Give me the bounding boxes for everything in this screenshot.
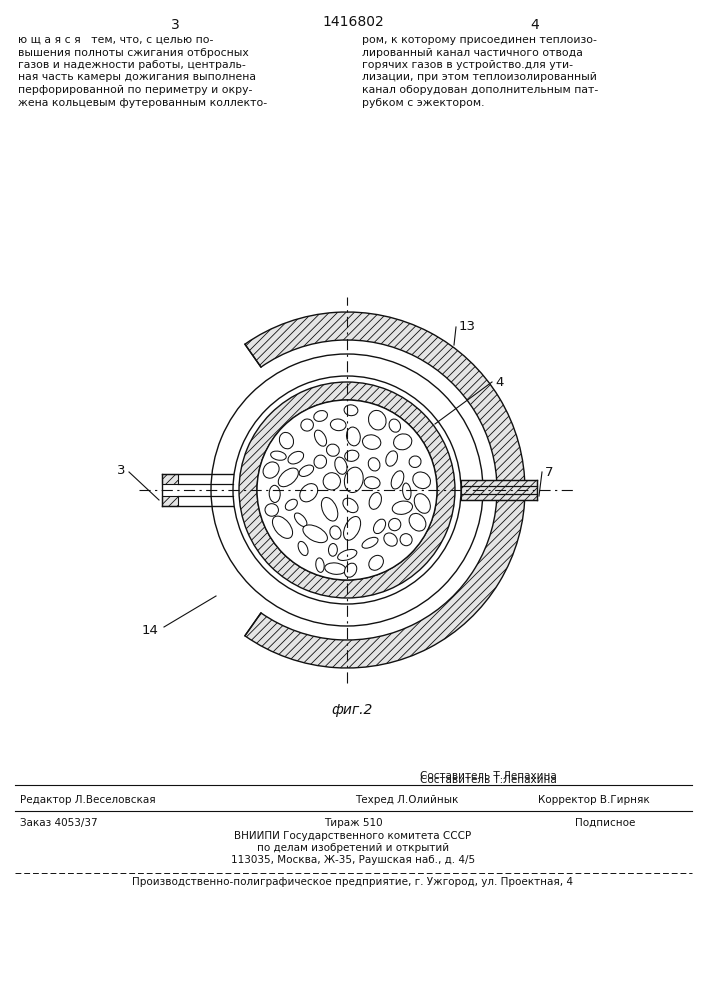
- Ellipse shape: [300, 419, 313, 431]
- Ellipse shape: [389, 419, 401, 432]
- Ellipse shape: [286, 499, 298, 510]
- Text: жена кольцевым футерованным коллекто-: жена кольцевым футерованным коллекто-: [18, 98, 267, 107]
- Circle shape: [257, 400, 437, 580]
- Text: рубком с эжектором.: рубком с эжектором.: [362, 98, 484, 107]
- Text: Производственно-полиграфическое предприятие, г. Ужгород, ул. Проектная, 4: Производственно-полиграфическое предприя…: [132, 877, 573, 887]
- Ellipse shape: [330, 419, 346, 431]
- Ellipse shape: [344, 516, 361, 540]
- Text: 1416802: 1416802: [322, 15, 384, 29]
- Ellipse shape: [335, 457, 347, 474]
- Text: ром, к которому присоединен теплоизо-: ром, к которому присоединен теплоизо-: [362, 35, 597, 45]
- Ellipse shape: [409, 513, 426, 531]
- Ellipse shape: [394, 434, 411, 450]
- Text: Составитель Т.Лепахина: Составитель Т.Лепахина: [420, 775, 556, 785]
- Ellipse shape: [368, 458, 380, 471]
- Text: газов и надежности работы, централь-: газов и надежности работы, централь-: [18, 60, 246, 70]
- Ellipse shape: [272, 516, 293, 538]
- Ellipse shape: [330, 526, 341, 539]
- Ellipse shape: [314, 411, 327, 421]
- Bar: [461, 480, 537, 500]
- Bar: [162, 496, 178, 506]
- Text: 14: 14: [142, 624, 159, 637]
- Ellipse shape: [271, 451, 286, 460]
- Ellipse shape: [345, 450, 359, 461]
- Ellipse shape: [386, 451, 397, 466]
- Text: Подписное: Подписное: [575, 818, 636, 828]
- Ellipse shape: [279, 468, 298, 487]
- Text: 4: 4: [495, 375, 503, 388]
- Text: по делам изобретений и открытий: по делам изобретений и открытий: [257, 843, 449, 853]
- Text: ю щ а я с я   тем, что, с целью по-: ю щ а я с я тем, что, с целью по-: [18, 35, 214, 45]
- Text: 3: 3: [117, 464, 126, 477]
- Ellipse shape: [368, 410, 386, 430]
- Ellipse shape: [384, 533, 397, 546]
- Ellipse shape: [389, 518, 401, 531]
- Ellipse shape: [263, 462, 279, 478]
- Text: лированный канал частичного отвода: лированный канал частичного отвода: [362, 47, 583, 57]
- Bar: [162, 474, 178, 484]
- Ellipse shape: [298, 541, 308, 556]
- Ellipse shape: [369, 492, 382, 509]
- Text: Составитель Т.Лепахина: Составитель Т.Лепахина: [420, 771, 556, 781]
- Text: Техред Л.Олийнык: Техред Л.Олийнык: [355, 795, 458, 805]
- Text: лизации, при этом теплоизолированный: лизации, при этом теплоизолированный: [362, 73, 597, 83]
- Text: 4: 4: [531, 18, 539, 32]
- Ellipse shape: [315, 430, 327, 446]
- Text: канал оборудован дополнительным пат-: канал оборудован дополнительным пат-: [362, 85, 598, 95]
- Ellipse shape: [391, 471, 404, 489]
- Ellipse shape: [392, 501, 412, 514]
- Ellipse shape: [362, 537, 378, 548]
- Ellipse shape: [303, 525, 327, 543]
- Text: вышения полноты сжигания отбросных: вышения полноты сжигания отбросных: [18, 47, 249, 57]
- Ellipse shape: [344, 467, 363, 493]
- Ellipse shape: [346, 427, 361, 446]
- Ellipse shape: [322, 497, 338, 521]
- Text: 3: 3: [170, 18, 180, 32]
- Text: Заказ 4053/37: Заказ 4053/37: [20, 818, 98, 828]
- Ellipse shape: [413, 472, 431, 489]
- Ellipse shape: [338, 549, 357, 560]
- Ellipse shape: [414, 494, 431, 513]
- Ellipse shape: [364, 477, 380, 489]
- Text: перфорированной по периметру и окру-: перфорированной по периметру и окру-: [18, 85, 252, 95]
- Ellipse shape: [369, 555, 383, 570]
- Ellipse shape: [329, 544, 337, 556]
- Wedge shape: [239, 382, 455, 598]
- Ellipse shape: [316, 558, 325, 572]
- Ellipse shape: [294, 513, 307, 527]
- Ellipse shape: [325, 563, 346, 574]
- Wedge shape: [245, 312, 525, 668]
- Ellipse shape: [299, 465, 314, 476]
- Text: 7: 7: [545, 466, 554, 479]
- Ellipse shape: [344, 563, 357, 577]
- Text: ная часть камеры дожигания выполнена: ная часть камеры дожигания выполнена: [18, 73, 256, 83]
- Ellipse shape: [279, 432, 293, 449]
- Ellipse shape: [314, 455, 327, 468]
- Ellipse shape: [343, 498, 358, 513]
- Text: 113035, Москва, Ж-35, Раушская наб., д. 4/5: 113035, Москва, Ж-35, Раушская наб., д. …: [231, 855, 475, 865]
- Text: Тираж 510: Тираж 510: [324, 818, 382, 828]
- Ellipse shape: [269, 485, 280, 502]
- Text: горячих газов в устройство.для ути-: горячих газов в устройство.для ути-: [362, 60, 573, 70]
- Text: фиг.2: фиг.2: [332, 703, 373, 717]
- Ellipse shape: [327, 444, 339, 456]
- Text: Редактор Л.Веселовская: Редактор Л.Веселовская: [20, 795, 156, 805]
- Wedge shape: [211, 354, 483, 626]
- Ellipse shape: [265, 504, 279, 516]
- Ellipse shape: [344, 405, 358, 416]
- Ellipse shape: [409, 456, 421, 467]
- Ellipse shape: [363, 435, 381, 449]
- Ellipse shape: [373, 519, 385, 534]
- Ellipse shape: [402, 483, 411, 500]
- Text: ВНИИПИ Государственного комитета СССР: ВНИИПИ Государственного комитета СССР: [235, 831, 472, 841]
- Ellipse shape: [323, 473, 341, 490]
- Ellipse shape: [300, 484, 317, 502]
- Text: Корректор В.Гирняк: Корректор В.Гирняк: [538, 795, 650, 805]
- Text: 13: 13: [459, 320, 476, 334]
- Ellipse shape: [288, 451, 303, 464]
- Ellipse shape: [400, 534, 412, 546]
